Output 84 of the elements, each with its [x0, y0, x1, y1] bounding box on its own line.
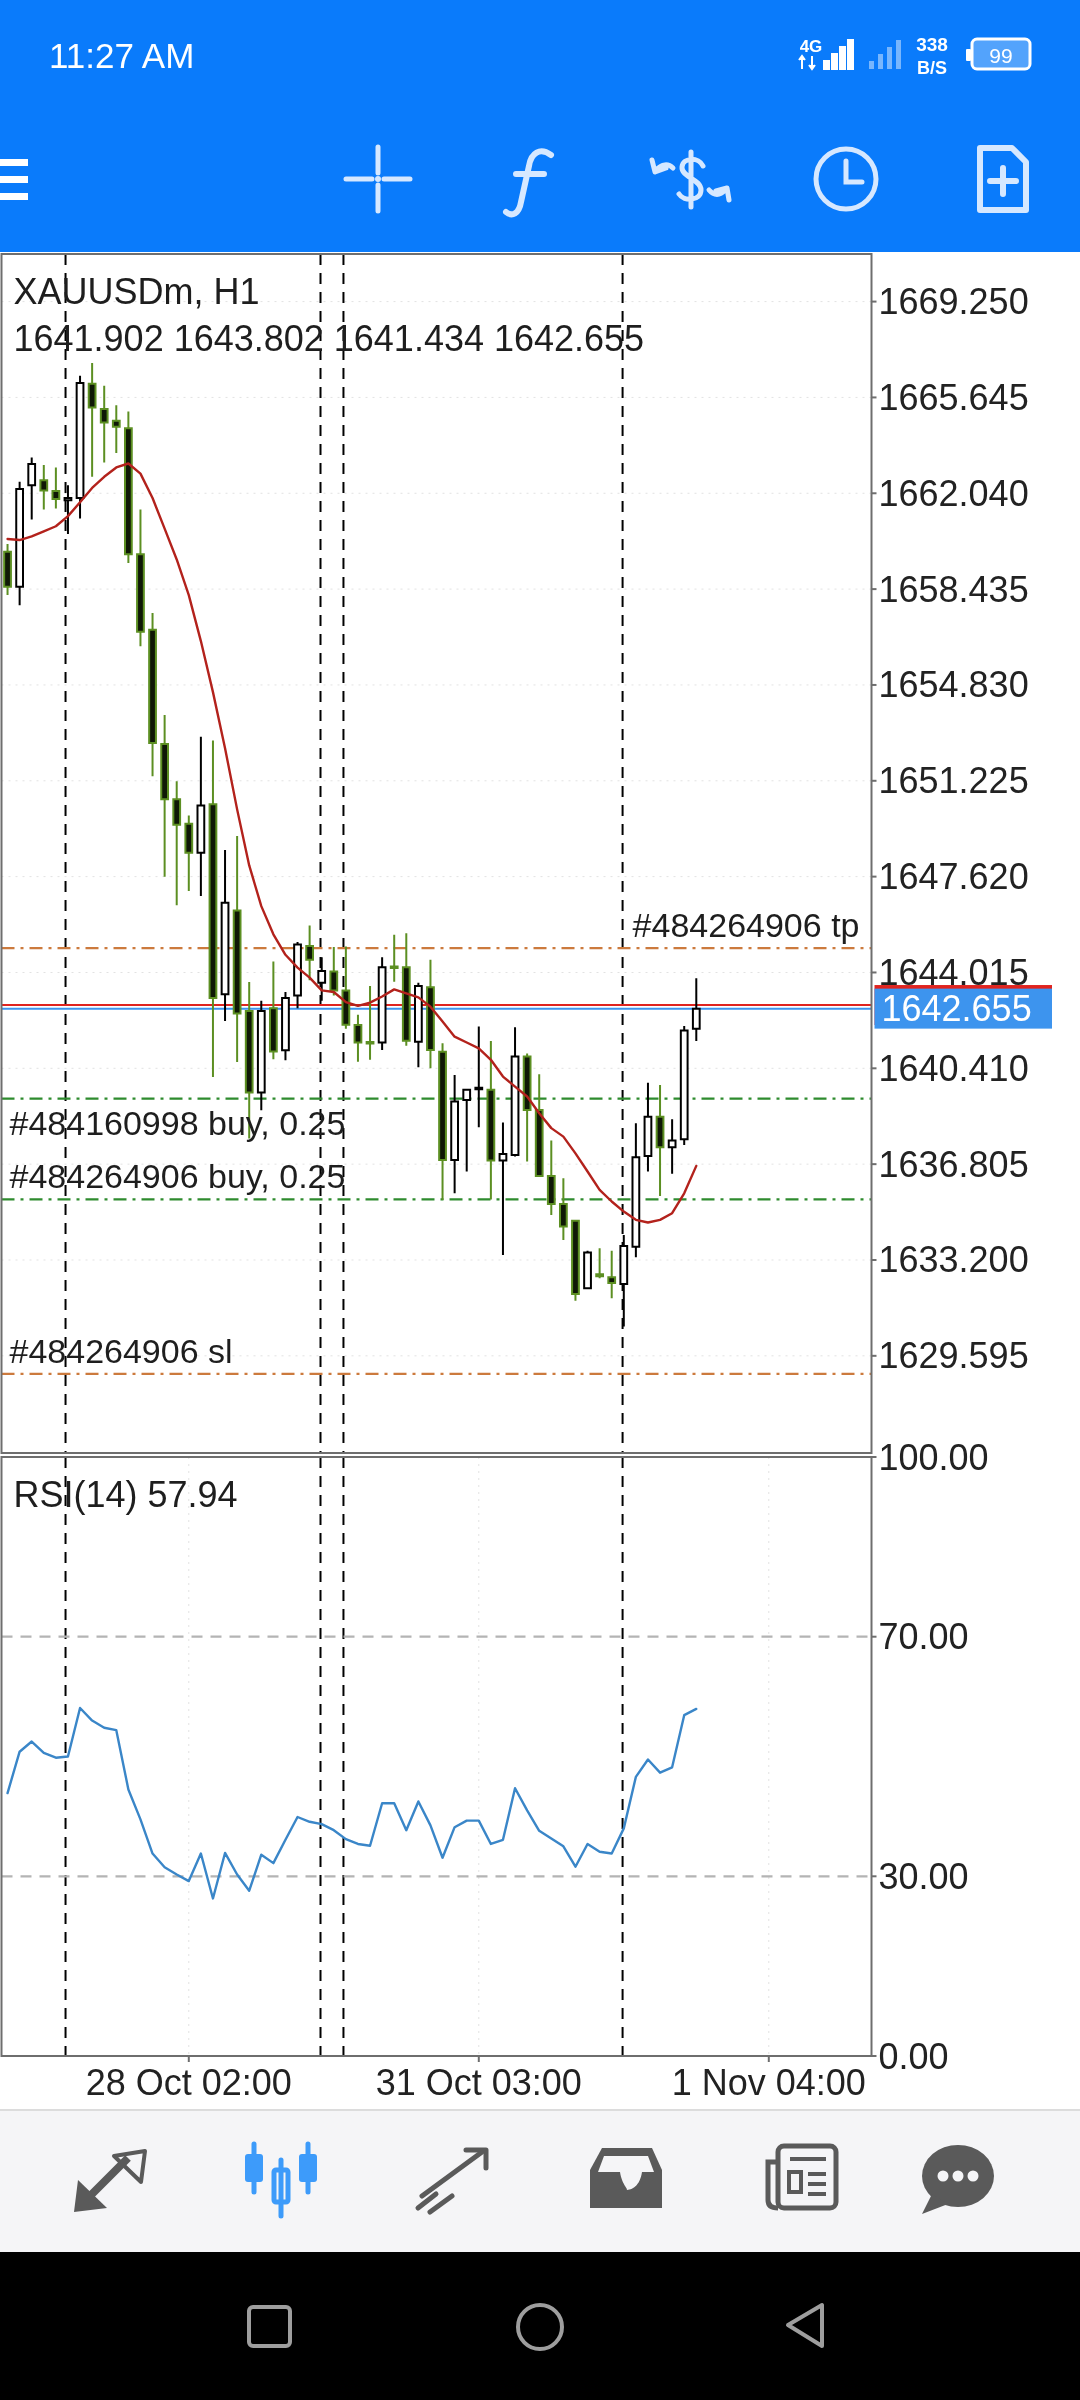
line-series — [6, 1706, 698, 1900]
candlestick — [474, 1025, 484, 1129]
candlestick — [486, 1039, 496, 1201]
candlestick — [607, 1249, 617, 1300]
y-tick-label: 1669.250 — [878, 281, 1029, 323]
text: RSI(14) 57.94 — [13, 1474, 238, 1515]
ref-line-label: #484264906 tp — [632, 906, 860, 945]
candlestick — [667, 1118, 677, 1175]
y-tick-label: 1629.595 — [878, 1335, 1029, 1377]
candlestick — [426, 958, 435, 1070]
candlestick — [27, 456, 37, 521]
candlestick — [220, 849, 230, 1022]
text: 4G — [799, 37, 823, 56]
y-tick-label: 1665.645 — [878, 376, 1029, 418]
candlestick — [450, 1073, 460, 1195]
candlestick — [293, 941, 302, 1010]
text: 99 — [989, 44, 1013, 67]
candlestick — [3, 543, 12, 597]
candlestick — [329, 946, 339, 997]
y-tick-label: 1651.225 — [878, 760, 1029, 802]
candlestick — [643, 1081, 653, 1173]
text: 1641.902 1643.802 1641.434 1642.655 — [13, 318, 645, 359]
candlestick — [583, 1249, 592, 1291]
candlestick — [377, 956, 387, 1051]
text: B/S — [916, 58, 948, 78]
candlestick — [39, 464, 49, 511]
candlestick — [655, 1084, 665, 1197]
candlestick — [148, 611, 157, 778]
ref-line-label: #484264906 buy, 0.25 — [9, 1157, 346, 1196]
candlestick — [462, 1088, 472, 1173]
candlestick — [413, 981, 423, 1069]
text: 11:27 AM — [49, 36, 195, 75]
candlestick — [256, 999, 266, 1112]
candlestick — [123, 410, 133, 564]
x-tick-label: 31 Oct 03:00 — [375, 2061, 582, 2103]
candlestick — [691, 977, 701, 1043]
text: 338 — [916, 34, 948, 55]
candlestick — [679, 1025, 689, 1146]
candlestick — [401, 932, 411, 1047]
x-tick-label: 28 Oct 02:00 — [85, 2061, 292, 2103]
candlestick — [172, 780, 182, 907]
candlestick — [196, 735, 206, 898]
ref-line-label: #484264906 sl — [9, 1331, 233, 1370]
candlestick — [341, 945, 351, 1030]
y-tick-label: 100.00 — [878, 1436, 989, 1478]
candlestick — [305, 924, 315, 982]
candlestick — [631, 1122, 641, 1259]
candlestick — [184, 814, 194, 892]
y-tick-label: 1654.830 — [878, 664, 1029, 706]
candlestick — [111, 404, 121, 455]
candlestick — [571, 1218, 580, 1302]
y-tick-label: 30.00 — [878, 1855, 969, 1897]
candlestick — [160, 713, 170, 878]
y-tick-label: 1662.040 — [878, 472, 1029, 514]
candlestick — [208, 739, 218, 1079]
x-tick-label: 1 Nov 04:00 — [671, 2061, 866, 2103]
candlestick — [522, 1052, 532, 1163]
candlestick — [136, 508, 145, 648]
candlestick — [534, 1073, 544, 1178]
candlestick — [365, 984, 375, 1061]
candlestick — [51, 466, 61, 510]
y-tick-label: 1658.435 — [878, 568, 1029, 610]
candlestick — [389, 933, 399, 983]
y-tick-label: 1640.410 — [878, 1047, 1029, 1089]
candlestick — [87, 362, 97, 478]
candlestick — [353, 1013, 363, 1063]
candlestick — [546, 1139, 556, 1217]
candlestick — [15, 480, 25, 607]
y-tick-label: 70.00 — [878, 1616, 969, 1658]
candlestick — [268, 960, 278, 1061]
candlestick — [99, 384, 109, 464]
y-tick-label: 1647.620 — [878, 856, 1029, 898]
candlestick — [510, 1026, 520, 1158]
candlestick — [281, 991, 290, 1062]
y-tick-label: 0.00 — [878, 2035, 949, 2077]
y-tick-label: 1633.200 — [878, 1239, 1029, 1281]
candlestick — [595, 1247, 605, 1280]
y-tick-label: 1636.805 — [878, 1143, 1029, 1185]
candlestick — [75, 374, 85, 520]
candlestick — [438, 1042, 447, 1201]
candlestick — [558, 1177, 568, 1242]
text: XAUUSDm, H1 — [13, 271, 260, 312]
candlestick — [498, 1121, 508, 1256]
candlestick — [232, 834, 242, 1063]
